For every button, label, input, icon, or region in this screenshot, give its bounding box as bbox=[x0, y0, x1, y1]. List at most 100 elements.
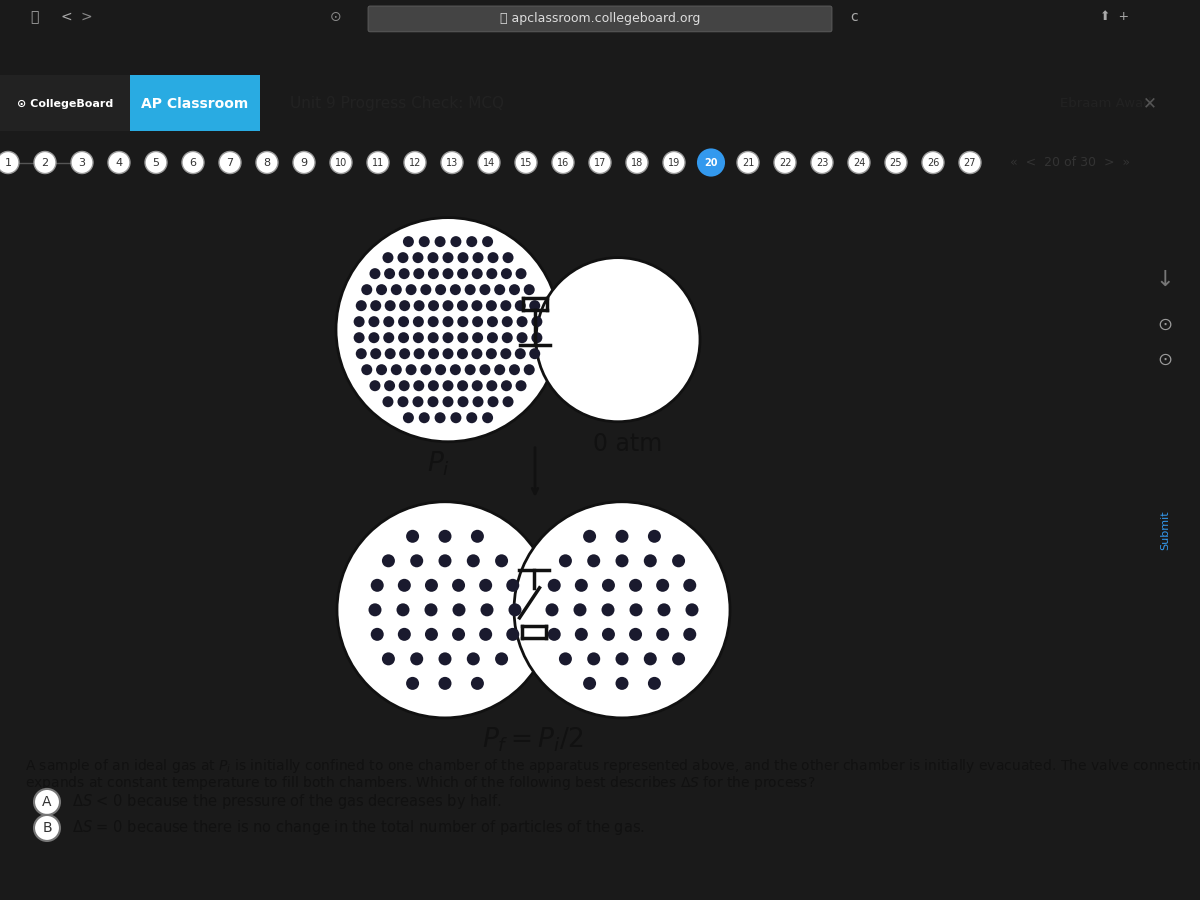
Circle shape bbox=[410, 554, 424, 567]
Circle shape bbox=[443, 332, 454, 343]
Circle shape bbox=[479, 628, 492, 641]
Circle shape bbox=[616, 652, 629, 665]
Circle shape bbox=[672, 554, 685, 567]
Circle shape bbox=[376, 364, 388, 375]
Circle shape bbox=[406, 364, 416, 375]
Circle shape bbox=[583, 530, 596, 543]
Circle shape bbox=[452, 628, 466, 641]
Circle shape bbox=[922, 151, 944, 174]
Circle shape bbox=[602, 628, 614, 641]
Circle shape bbox=[506, 628, 520, 641]
Circle shape bbox=[400, 348, 410, 359]
Circle shape bbox=[397, 396, 408, 407]
Circle shape bbox=[630, 603, 642, 616]
Text: $\Delta S$ < 0 because the pressure of the gas decreases by half.: $\Delta S$ < 0 because the pressure of t… bbox=[72, 792, 502, 812]
Circle shape bbox=[108, 151, 130, 174]
Circle shape bbox=[536, 257, 700, 422]
Circle shape bbox=[575, 628, 588, 641]
Circle shape bbox=[457, 301, 468, 311]
Circle shape bbox=[473, 396, 484, 407]
Circle shape bbox=[371, 579, 384, 592]
Text: 14: 14 bbox=[482, 158, 496, 167]
Circle shape bbox=[467, 554, 480, 567]
Circle shape bbox=[683, 579, 696, 592]
Text: <: < bbox=[60, 10, 72, 24]
Text: ↓: ↓ bbox=[1156, 270, 1175, 290]
Circle shape bbox=[496, 554, 508, 567]
Circle shape bbox=[811, 151, 833, 174]
Circle shape bbox=[515, 151, 538, 174]
Circle shape bbox=[656, 579, 670, 592]
Text: B: B bbox=[42, 821, 52, 835]
Circle shape bbox=[464, 284, 475, 295]
Circle shape bbox=[523, 364, 535, 375]
Circle shape bbox=[478, 151, 500, 174]
Text: 🔒 apclassroom.collegeboard.org: 🔒 apclassroom.collegeboard.org bbox=[500, 13, 700, 25]
Text: 11: 11 bbox=[372, 158, 384, 167]
Text: ⊙: ⊙ bbox=[1158, 316, 1172, 334]
Circle shape bbox=[443, 380, 454, 392]
Text: c: c bbox=[850, 10, 858, 24]
Circle shape bbox=[482, 412, 493, 423]
Circle shape bbox=[472, 380, 482, 392]
Circle shape bbox=[384, 380, 395, 392]
Text: >: > bbox=[80, 10, 91, 24]
Circle shape bbox=[382, 652, 395, 665]
Text: $P_i$: $P_i$ bbox=[426, 449, 450, 478]
Circle shape bbox=[467, 236, 478, 248]
Text: ⬆  +: ⬆ + bbox=[1100, 11, 1129, 23]
Circle shape bbox=[516, 332, 528, 343]
Circle shape bbox=[648, 530, 661, 543]
Circle shape bbox=[434, 412, 445, 423]
Circle shape bbox=[382, 554, 395, 567]
Circle shape bbox=[500, 348, 511, 359]
Circle shape bbox=[452, 603, 466, 616]
Circle shape bbox=[523, 284, 535, 295]
Circle shape bbox=[486, 301, 497, 311]
Text: 2: 2 bbox=[42, 158, 48, 167]
Circle shape bbox=[398, 628, 410, 641]
Circle shape bbox=[406, 530, 419, 543]
Circle shape bbox=[457, 268, 468, 279]
Circle shape bbox=[182, 151, 204, 174]
Circle shape bbox=[427, 332, 439, 343]
Text: 0 atm: 0 atm bbox=[593, 432, 662, 455]
Circle shape bbox=[385, 301, 396, 311]
Circle shape bbox=[506, 579, 520, 592]
Circle shape bbox=[398, 380, 409, 392]
Circle shape bbox=[368, 603, 382, 616]
Text: 3: 3 bbox=[78, 158, 85, 167]
Text: 15: 15 bbox=[520, 158, 532, 167]
Text: ✕: ✕ bbox=[1144, 94, 1157, 112]
Circle shape bbox=[470, 530, 484, 543]
Circle shape bbox=[34, 151, 56, 174]
Circle shape bbox=[648, 677, 661, 690]
Circle shape bbox=[397, 252, 408, 263]
Circle shape bbox=[355, 301, 367, 311]
Circle shape bbox=[427, 316, 439, 328]
Circle shape bbox=[413, 380, 425, 392]
Circle shape bbox=[438, 677, 451, 690]
Circle shape bbox=[403, 236, 414, 248]
Circle shape bbox=[467, 412, 478, 423]
Circle shape bbox=[502, 332, 512, 343]
Circle shape bbox=[391, 364, 402, 375]
Circle shape bbox=[514, 502, 730, 718]
Text: 24: 24 bbox=[853, 158, 865, 167]
Circle shape bbox=[616, 530, 629, 543]
Circle shape bbox=[685, 603, 698, 616]
Bar bbox=[0, 800, 1200, 900]
Circle shape bbox=[515, 348, 526, 359]
Text: 8: 8 bbox=[264, 158, 270, 167]
Circle shape bbox=[886, 151, 907, 174]
Circle shape bbox=[370, 268, 380, 279]
Circle shape bbox=[427, 396, 438, 407]
Text: 10: 10 bbox=[335, 158, 347, 167]
Text: expands at constant temperature to fill both chambers. Which of the following be: expands at constant temperature to fill … bbox=[25, 774, 816, 792]
Circle shape bbox=[383, 252, 394, 263]
Circle shape bbox=[425, 579, 438, 592]
Text: A: A bbox=[42, 795, 52, 809]
Text: ⬜: ⬜ bbox=[30, 10, 38, 24]
Text: A sample of an ideal gas at $P_i$ is initially confined to one chamber of the ap: A sample of an ideal gas at $P_i$ is ini… bbox=[25, 757, 1200, 775]
Circle shape bbox=[516, 380, 527, 392]
